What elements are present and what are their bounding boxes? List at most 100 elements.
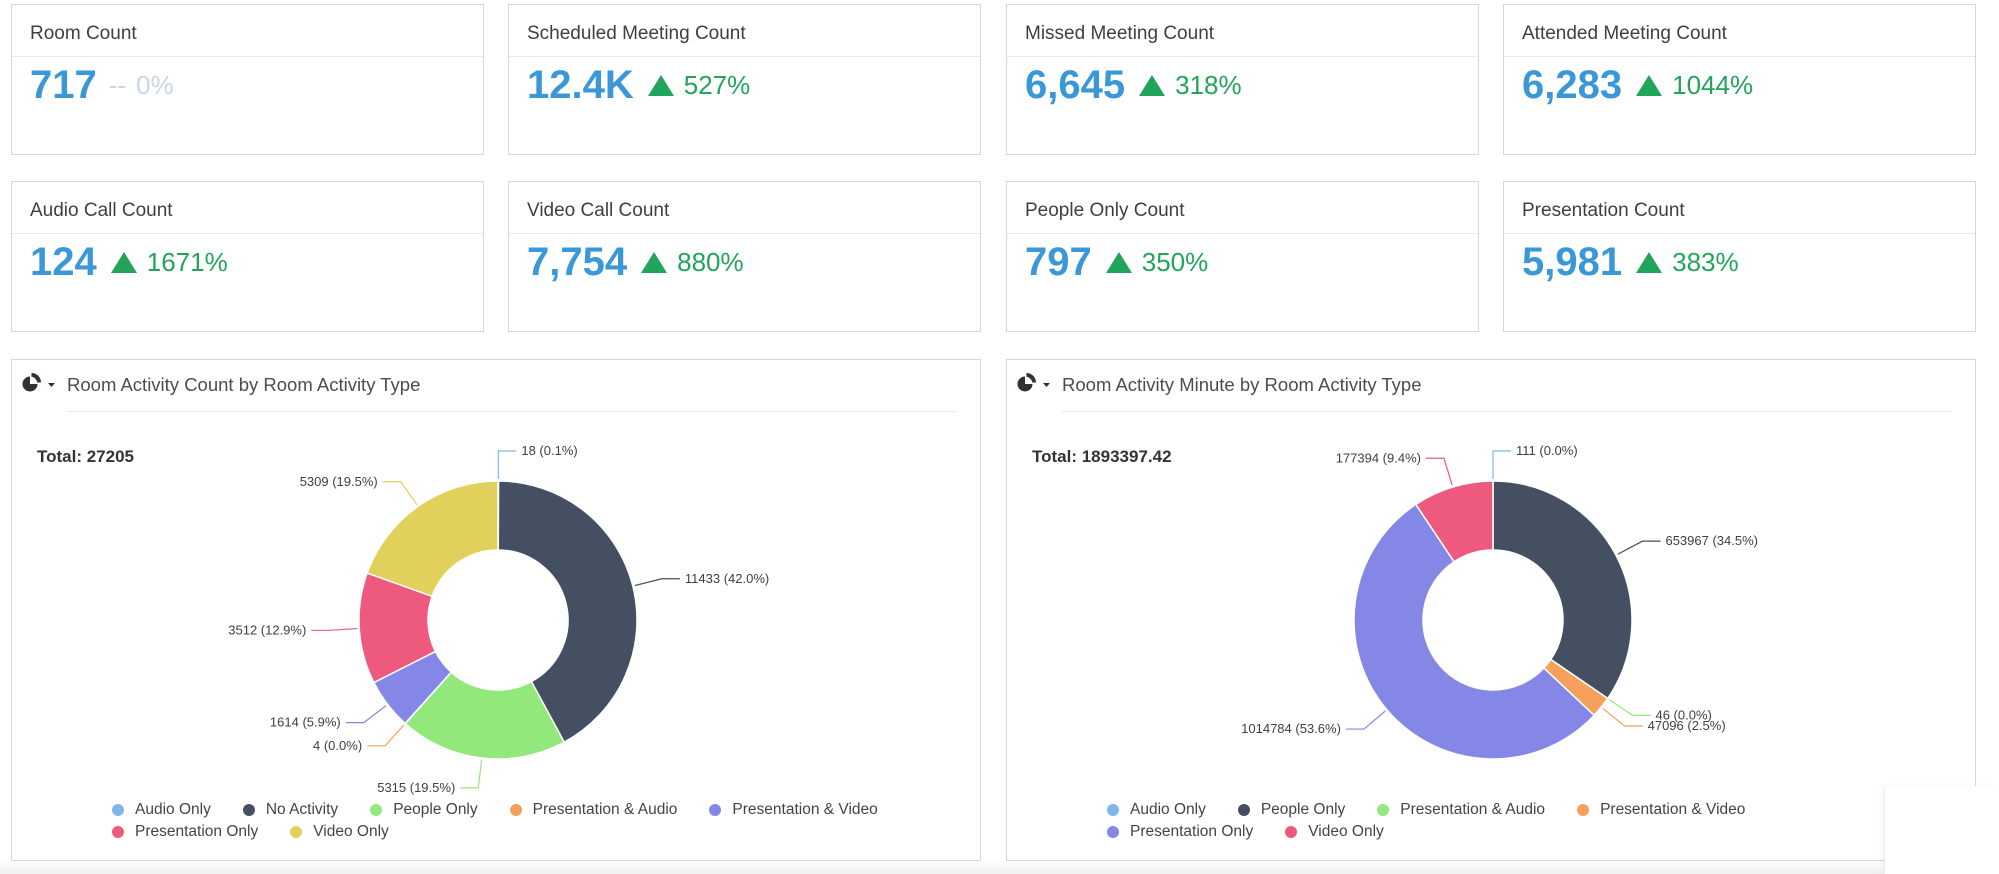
- kpi-divider: [1504, 56, 1975, 57]
- slice-data-label: 46 (0.0%): [1655, 707, 1711, 722]
- legend-swatch: [1237, 803, 1250, 816]
- slice-data-label: 1614 (5.9%): [270, 715, 341, 730]
- legend-label: Presentation Only: [135, 822, 259, 840]
- legend-item-presentation-and-video[interactable]: Presentation & Video: [709, 800, 878, 819]
- chart-type-dropdown[interactable]: [1013, 371, 1055, 399]
- legend-item-no-activity[interactable]: No Activity: [242, 800, 338, 819]
- legend-label: Presentation Only: [1130, 822, 1254, 840]
- legend-item-people-only[interactable]: People Only: [1237, 800, 1346, 819]
- chevron-down-icon: [1043, 383, 1050, 387]
- slice-video-only[interactable]: [1414, 480, 1494, 563]
- legend-label: Presentation & Video: [1600, 800, 1746, 818]
- slice-data-label: 47096 (2.5%): [1648, 718, 1726, 733]
- leader-line: [382, 481, 418, 506]
- kpi-card-people-only-count[interactable]: People Only Count 797 350%: [1006, 181, 1479, 332]
- chevron-down-icon: [48, 383, 55, 387]
- kpi-value-row: 717 -- 0%: [30, 63, 174, 108]
- kpi-card-attended-meeting-count[interactable]: Attended Meeting Count 6,283 1044%: [1503, 4, 1976, 155]
- kpi-change: 527%: [683, 70, 751, 100]
- legend-swatch: [709, 803, 722, 816]
- slice-data-label: 1014784 (53.6%): [1241, 721, 1341, 736]
- kpi-value-row: 6,283 1044%: [1522, 63, 1753, 108]
- slice-video-only[interactable]: [366, 480, 499, 598]
- slice-data-label: 3512 (12.9%): [228, 622, 306, 637]
- kpi-value: 12.4K: [527, 63, 634, 107]
- leader-line: [634, 578, 680, 587]
- slice-presentation-only[interactable]: [1353, 503, 1596, 760]
- kpi-divider: [1504, 233, 1975, 234]
- legend-item-video-only[interactable]: Video Only: [290, 822, 389, 841]
- slice-data-label: 5309 (19.5%): [300, 474, 378, 489]
- chart-type-dropdown[interactable]: [18, 371, 60, 399]
- leader-line: [1492, 450, 1512, 480]
- legend-item-presentation-and-audio[interactable]: Presentation & Audio: [1377, 800, 1545, 819]
- trend-up-icon: [641, 252, 668, 273]
- legend-swatch: [112, 803, 124, 816]
- legend-label: People Only: [1260, 800, 1346, 818]
- trend-up-icon: [1636, 252, 1663, 273]
- slice-data-label: 653967 (34.5%): [1665, 533, 1758, 548]
- legend-swatch: [1107, 803, 1119, 816]
- trend-up-icon: [647, 75, 674, 96]
- slice-people-only[interactable]: [404, 671, 566, 760]
- leader-line: [1345, 710, 1386, 730]
- leader-line: [345, 705, 387, 724]
- kpi-value: 124: [30, 240, 97, 284]
- kpi-change: 350%: [1141, 247, 1209, 277]
- pie-chart-icon: [1017, 373, 1050, 392]
- legend-item-presentation-only[interactable]: Presentation Only: [1107, 822, 1253, 841]
- chart-divider: [1062, 411, 1951, 412]
- kpi-value: 6,283: [1522, 63, 1623, 107]
- kpi-card-missed-meeting-count[interactable]: Missed Meeting Count 6,645 318%: [1006, 4, 1479, 155]
- legend-item-video-only[interactable]: Video Only: [1285, 822, 1384, 841]
- kpi-no-change-dash: --: [108, 70, 127, 100]
- legend-item-presentation-and-video[interactable]: Presentation & Video: [1577, 800, 1745, 819]
- kpi-title: Room Count: [30, 23, 137, 44]
- leader-line: [1425, 457, 1453, 486]
- trend-up-icon: [1105, 252, 1132, 273]
- kpi-change: 1044%: [1672, 70, 1754, 100]
- kpi-value-row: 797 350%: [1025, 240, 1208, 285]
- floating-panel[interactable]: [1884, 786, 1999, 874]
- kpi-value: 5,981: [1522, 240, 1623, 284]
- legend-swatch: [242, 803, 255, 816]
- chart-legend: Audio Only People Only Presentation & Audi…: [1107, 800, 1927, 841]
- legend-item-people-only[interactable]: People Only: [370, 800, 478, 819]
- kpi-card-audio-call-count[interactable]: Audio Call Count 124 1671%: [11, 181, 484, 332]
- kpi-value: 6,645: [1025, 63, 1126, 107]
- kpi-change: 0%: [136, 70, 174, 100]
- kpi-card-video-call-count[interactable]: Video Call Count 7,754 880%: [508, 181, 981, 332]
- kpi-value: 7,754: [527, 240, 628, 284]
- kpi-card-scheduled-meeting-count[interactable]: Scheduled Meeting Count 12.4K 527%: [508, 4, 981, 155]
- legend-swatch: [509, 803, 522, 816]
- legend-item-presentation-only[interactable]: Presentation Only: [112, 822, 258, 841]
- slice-data-label: 11433 (42.0%): [685, 571, 769, 586]
- donut-chart: 111 (0.0%) 653967 (34.5%) 46 (0.0%)47096 (…: [1241, 443, 1758, 760]
- slice-no-activity[interactable]: [497, 480, 638, 744]
- pie-chart-icon: [22, 373, 55, 392]
- kpi-title: Presentation Count: [1522, 200, 1685, 221]
- chart-header: Room Activity Count by Room Activity Typ…: [12, 360, 980, 412]
- kpi-title: Missed Meeting Count: [1025, 23, 1215, 44]
- kpi-value-row: 7,754 880%: [527, 240, 744, 285]
- kpi-value: 797: [1025, 240, 1092, 284]
- leader-line: [460, 759, 483, 789]
- legend-item-audio-only[interactable]: Audio Only: [1107, 800, 1206, 819]
- slice-data-label: 177394 (9.4%): [1336, 450, 1421, 465]
- legend-swatch: [1285, 825, 1298, 838]
- legend-label: People Only: [393, 800, 478, 818]
- chart-total: Total: 1893397.42: [1032, 447, 1172, 466]
- legend-swatch: [1377, 803, 1390, 816]
- legend-item-audio-only[interactable]: Audio Only: [112, 800, 211, 819]
- kpi-value-row: 12.4K 527%: [527, 63, 750, 108]
- kpi-card-room-count[interactable]: Room Count 717 -- 0%: [11, 4, 484, 155]
- legend-item-presentation-and-audio[interactable]: Presentation & Audio: [509, 800, 677, 819]
- trend-up-icon: [110, 252, 137, 273]
- leader-line: [1609, 699, 1651, 716]
- slice-people-only[interactable]: [1492, 480, 1633, 700]
- kpi-card-presentation-count[interactable]: Presentation Count 5,981 383%: [1503, 181, 1976, 332]
- kpi-change: 383%: [1672, 247, 1739, 277]
- leader-line: [1617, 540, 1661, 555]
- legend-label: Presentation & Audio: [1400, 800, 1546, 818]
- chart-legend: Audio Only No Activity People Only Presenta…: [112, 800, 932, 841]
